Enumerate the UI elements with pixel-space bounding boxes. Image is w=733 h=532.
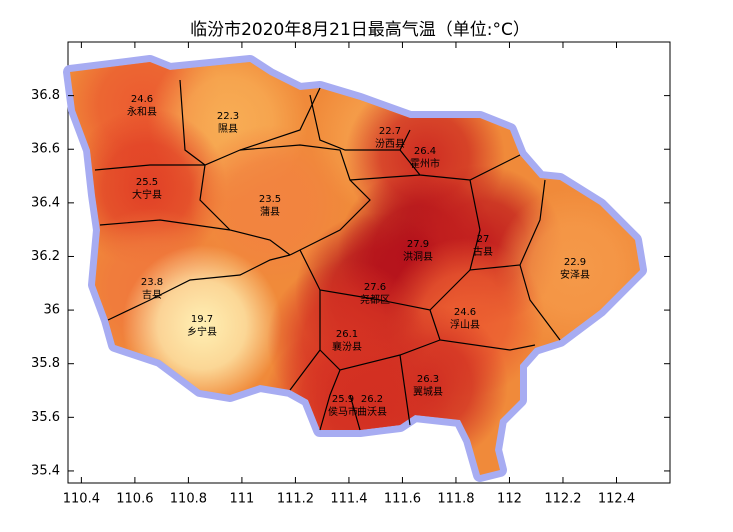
- x-tick-label: 111: [229, 492, 254, 507]
- region-name: 古县: [473, 245, 493, 258]
- x-tick-label: 110.8: [170, 492, 207, 507]
- region-name: 蒲县: [260, 205, 280, 218]
- region-name: 永和县: [127, 105, 157, 118]
- region-name: 乡宁县: [187, 325, 217, 338]
- x-tick-label: 110.6: [116, 492, 153, 507]
- region-name: 吉县: [142, 289, 162, 301]
- x-tick-label: 112: [497, 492, 522, 507]
- heat-spot: [122, 245, 282, 405]
- region-value: 27.6: [364, 282, 386, 293]
- region-name: 大宁县: [132, 188, 162, 201]
- region-name: 浮山县: [450, 319, 480, 331]
- x-tick-label: 112.4: [598, 492, 635, 507]
- y-tick-label: 36.6: [31, 142, 60, 157]
- chart-title: 临汾市2020年8月21日最高气温（单位:°C）: [190, 20, 530, 40]
- y-tick-label: 36: [43, 303, 60, 318]
- region-name: 霍州市: [410, 157, 440, 170]
- y-tick-label: 35.6: [31, 410, 60, 425]
- region-name: 隰县: [218, 123, 238, 135]
- x-tick-label: 111.8: [437, 492, 474, 507]
- region-name: 安泽县: [560, 268, 590, 281]
- region-value: 22.7: [379, 126, 401, 137]
- x-tick-label: 112.2: [544, 492, 581, 507]
- region-name: 洪洞县: [403, 251, 433, 263]
- region-name: 尧都区: [360, 293, 390, 306]
- region-value: 22.9: [564, 257, 586, 268]
- region-value: 23.8: [141, 277, 163, 288]
- region-name: 汾西县: [375, 138, 405, 150]
- region-name: 侯马市: [328, 405, 358, 418]
- region-value: 19.7: [191, 314, 213, 325]
- region-value: 23.5: [259, 194, 281, 205]
- region-name: 曲沃县: [357, 406, 387, 418]
- y-tick-label: 35.8: [31, 356, 60, 371]
- frame: [67, 41, 671, 484]
- region-value: 26.1: [336, 329, 358, 340]
- x-tick-label: 111.2: [277, 492, 314, 507]
- region-value: 25.5: [136, 177, 158, 188]
- y-tick-label: 36.8: [31, 88, 60, 103]
- region-value: 24.6: [454, 307, 476, 318]
- region-name: 襄汾县: [332, 340, 362, 353]
- region-value: 26.4: [414, 146, 436, 157]
- region-value: 22.3: [217, 111, 239, 122]
- x-tick-label: 111.4: [330, 492, 367, 507]
- heat-spot: [292, 325, 452, 475]
- region-value: 27: [477, 234, 490, 245]
- region-name: 翼城县: [413, 386, 443, 398]
- county-borders: [94, 79, 561, 431]
- region-value: 26.2: [361, 394, 383, 405]
- y-tick-label: 36.4: [31, 195, 60, 210]
- x-tick-label: 111.6: [384, 492, 421, 507]
- y-tick-label: 36.2: [31, 249, 60, 264]
- region-value: 25.9: [332, 394, 354, 405]
- y-tick-label: 35.4: [31, 463, 60, 478]
- region-value: 24.6: [131, 94, 153, 105]
- region-value: 26.3: [417, 374, 439, 385]
- x-tick-label: 110.4: [63, 492, 100, 507]
- region-value: 27.9: [407, 239, 429, 250]
